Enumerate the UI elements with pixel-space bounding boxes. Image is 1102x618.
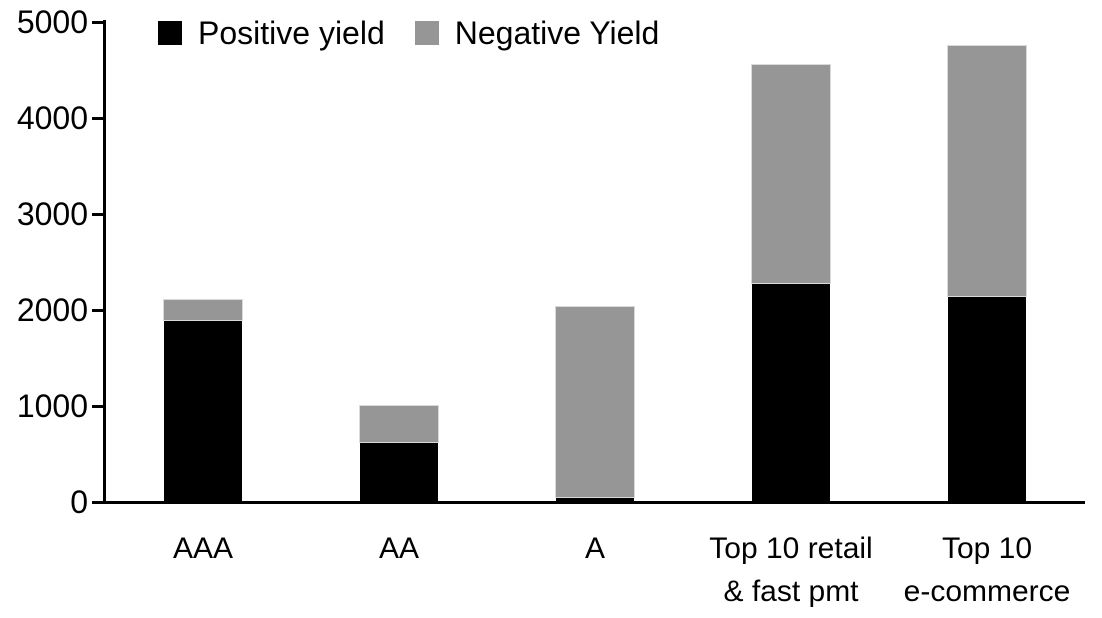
bar-top-10-negative-yield: [948, 46, 1026, 296]
bar-aaa-negative-yield: [164, 300, 242, 320]
y-axis-tick: [92, 212, 105, 216]
positive-yield-swatch-icon: [158, 21, 182, 45]
y-axis-tick-label: 4000: [16, 100, 88, 136]
bar-aa-positive-yield: [360, 442, 438, 502]
bar-aaa-positive-yield: [164, 319, 242, 502]
legend-item-positive-yield: Positive yield: [158, 14, 385, 52]
y-axis-tick: [92, 116, 105, 120]
x-axis-line: [103, 500, 1085, 504]
y-axis-tick: [92, 20, 105, 24]
bar-top-10-retail-positive-yield: [752, 283, 830, 502]
negative-yield-swatch-icon: [414, 21, 439, 45]
y-axis-tick: [92, 308, 105, 312]
bar-a-negative-yield: [556, 307, 634, 498]
y-axis-tick: [92, 404, 105, 408]
chart-legend: Positive yield Negative Yield: [158, 14, 659, 52]
y-axis-tick-label: 0: [70, 484, 88, 520]
x-axis-category-label: Top 10 e-commerce: [903, 532, 1071, 608]
bar-aa-negative-yield: [360, 406, 438, 443]
x-axis-category-label: AA: [378, 532, 420, 565]
y-axis-tick-label: 5000: [16, 4, 88, 40]
bar-a-positive-yield: [556, 497, 634, 502]
x-axis-category-label: Top 10 retail & fast pmt: [709, 532, 873, 608]
legend-label-negative-yield: Negative Yield: [454, 15, 660, 51]
y-axis-line: [103, 20, 106, 504]
x-axis-category-label: A: [584, 532, 605, 565]
y-axis-tick-label: 3000: [16, 196, 88, 232]
y-axis-tick-label: 2000: [16, 292, 88, 328]
legend-label-positive-yield: Positive yield: [198, 15, 385, 51]
bar-top-10-retail-negative-yield: [752, 65, 830, 284]
x-axis-category-label: AAA: [172, 532, 234, 565]
y-axis-tick-label: 1000: [16, 388, 88, 424]
legend-item-negative-yield: Negative Yield: [414, 14, 660, 52]
bar-top-10-positive-yield: [948, 295, 1026, 502]
y-axis-tick: [92, 500, 105, 504]
